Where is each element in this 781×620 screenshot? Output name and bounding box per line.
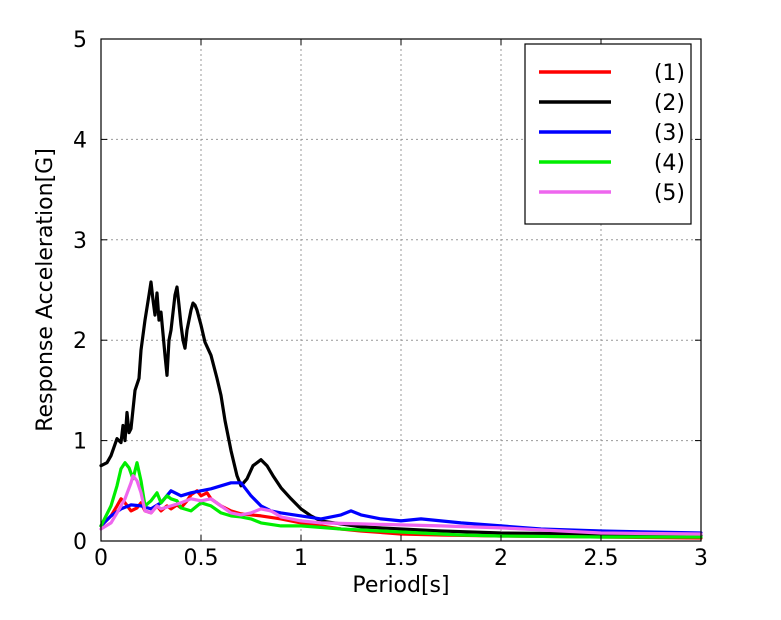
y-tick-label: 2 xyxy=(73,329,87,354)
x-tick-label: 2 xyxy=(494,546,508,571)
y-axis-ticks: 0 1 2 3 4 5 xyxy=(73,28,701,555)
series-line-5 xyxy=(99,474,703,536)
legend-label: (5) xyxy=(654,181,685,206)
legend-items: (1) (2) (3) (4) (5) xyxy=(539,61,685,206)
y-tick-label: 1 xyxy=(73,430,87,455)
x-tick-label: 0 xyxy=(94,546,108,571)
x-tick-label: 1 xyxy=(294,546,308,571)
x-axis-title: Period[s] xyxy=(352,573,449,598)
series-line-2 xyxy=(99,280,703,537)
x-tick-label: 2.5 xyxy=(584,546,619,571)
plot-series xyxy=(99,280,703,540)
x-tick-label: 0.5 xyxy=(184,546,219,571)
y-tick-label: 4 xyxy=(73,128,87,153)
y-tick-label: 5 xyxy=(73,28,87,53)
legend-label: (4) xyxy=(654,151,685,176)
x-tick-label: 3 xyxy=(694,546,708,571)
legend-box xyxy=(524,43,692,225)
y-tick-label: 3 xyxy=(73,229,87,254)
series-line-4 xyxy=(99,461,703,539)
x-tick-label: 1.5 xyxy=(384,546,419,571)
legend-label: (1) xyxy=(654,61,685,86)
legend-label: (3) xyxy=(654,121,685,146)
x-axis-ticks: 0 0.5 1 1.5 2 2.5 3 xyxy=(94,39,708,571)
legend-label: (2) xyxy=(654,91,685,116)
y-tick-label: 0 xyxy=(73,530,87,555)
legend: (1) (2) (3) (4) (5) xyxy=(524,43,692,225)
y-axis-title: Response Acceleration[G] xyxy=(33,148,58,432)
